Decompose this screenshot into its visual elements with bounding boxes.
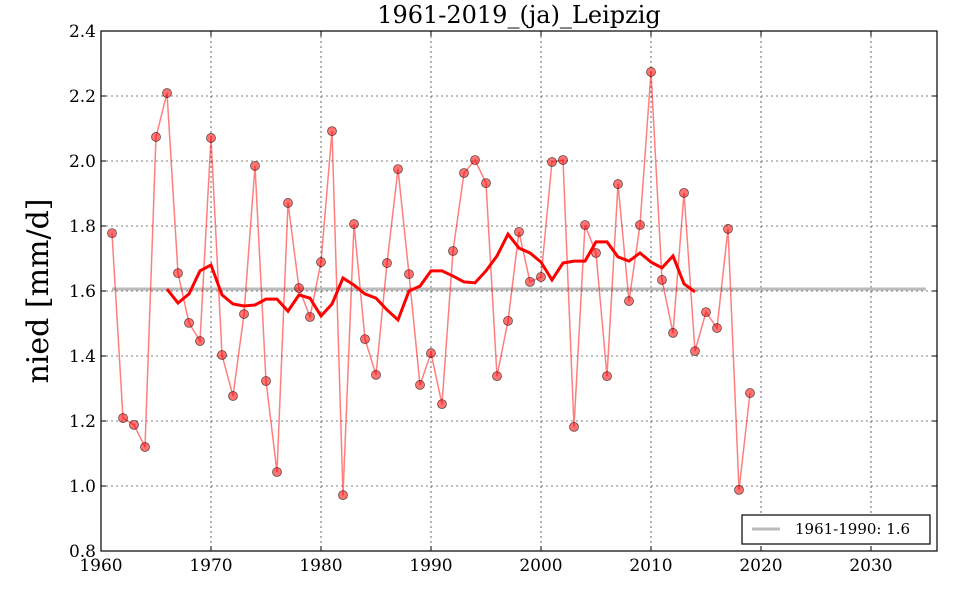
annual-data-point	[657, 275, 667, 285]
annual-data-point	[415, 380, 425, 390]
annual-data-point	[283, 198, 293, 208]
annual-data-point	[668, 328, 678, 338]
x-tick-label: 2000	[519, 556, 562, 576]
x-tick-label: 2010	[629, 556, 672, 576]
x-tick-label: 1970	[189, 556, 232, 576]
annual-data-point	[624, 296, 634, 306]
annual-data-point	[437, 399, 447, 410]
plot-marks	[107, 67, 926, 501]
annual-data-point	[503, 315, 513, 326]
annual-data-point	[360, 334, 370, 345]
y-tick-label: 1.4	[69, 347, 96, 367]
annual-data-point	[151, 132, 161, 142]
y-tick-label: 1.2	[69, 412, 96, 432]
annual-data-point	[580, 220, 590, 230]
grid	[100, 30, 937, 552]
annual-data-point	[613, 179, 623, 189]
annual-data-point	[316, 257, 326, 267]
annual-data-point	[272, 467, 282, 477]
y-axis-label: nied [mm/d]	[21, 198, 56, 383]
x-tick-label: 1990	[409, 556, 452, 576]
y-tick-label: 0.8	[69, 542, 96, 562]
annual-data-point	[338, 490, 348, 501]
annual-data-point	[712, 323, 722, 333]
annual-data-point	[305, 312, 315, 322]
annual-data-point	[547, 157, 557, 167]
annual-data-point	[393, 164, 403, 175]
annual-data-point	[558, 155, 568, 165]
annual-data-point	[217, 350, 227, 360]
annual-data-point	[734, 484, 744, 495]
annual-data-point	[371, 369, 381, 380]
axis-ticks: 1960 1970 1980 1990 2000 2010 2020 2030 0.8 1.0 1.…	[69, 22, 937, 576]
annual-data-point	[723, 224, 733, 234]
annual-data-point	[492, 371, 502, 382]
annual-data-point	[404, 269, 414, 280]
annual-data-point	[261, 376, 271, 386]
annual-data-point	[536, 272, 546, 282]
annual-data-point	[569, 421, 579, 432]
annual-data-point	[525, 276, 535, 287]
moving-average-line	[165, 231, 696, 323]
annual-data-point	[470, 155, 480, 165]
annual-data-point	[107, 228, 117, 239]
annual-data-point	[635, 220, 645, 230]
annual-data-point	[140, 442, 150, 452]
y-tick-label: 1.8	[69, 217, 96, 237]
annual-data-point	[349, 219, 359, 229]
annual-data-point	[162, 88, 172, 98]
annual-data-point	[228, 391, 238, 401]
x-tick-label: 1980	[299, 556, 342, 576]
annual-data-point	[514, 226, 524, 237]
plot-frame	[100, 30, 938, 552]
annual-data-point	[206, 133, 216, 143]
annual-data-point	[448, 246, 458, 256]
annual-data-point	[591, 248, 601, 258]
annual-data-point	[745, 388, 755, 398]
y-tick-label: 2.2	[69, 87, 96, 107]
annual-data-point	[690, 346, 700, 357]
chart-title: 1961-2019_(ja)_Leipzig	[377, 1, 661, 29]
annual-data-point	[118, 413, 128, 423]
annual-data-point	[459, 168, 469, 178]
y-tick-label: 1.6	[69, 282, 96, 302]
annual-data-point	[173, 268, 183, 279]
annual-data-point	[239, 309, 249, 319]
annual-data-point	[250, 160, 260, 171]
annual-data-point	[602, 371, 612, 382]
x-tick-label: 2020	[739, 556, 782, 576]
y-tick-label: 2.4	[69, 22, 96, 42]
annual-data-point	[679, 187, 689, 198]
annual-data-point	[129, 419, 139, 430]
x-tick-label: 1960	[79, 556, 122, 576]
annual-data-point	[646, 67, 656, 77]
annual-data-point	[327, 126, 337, 137]
annual-data-point	[382, 258, 392, 268]
legend: 1961-1990: 1.6	[741, 514, 931, 545]
y-tick-label: 2.0	[69, 152, 96, 172]
annual-data-point	[701, 307, 711, 318]
x-tick-label: 2030	[849, 556, 892, 576]
legend-label-reference: 1961-1990: 1.6	[795, 520, 910, 538]
annual-data-point	[184, 317, 194, 328]
annual-data-point	[294, 283, 304, 293]
annual-data-point	[481, 178, 491, 189]
annual-data-point	[195, 336, 205, 346]
annual-data-point	[426, 348, 436, 358]
y-tick-label: 1.0	[69, 477, 96, 497]
